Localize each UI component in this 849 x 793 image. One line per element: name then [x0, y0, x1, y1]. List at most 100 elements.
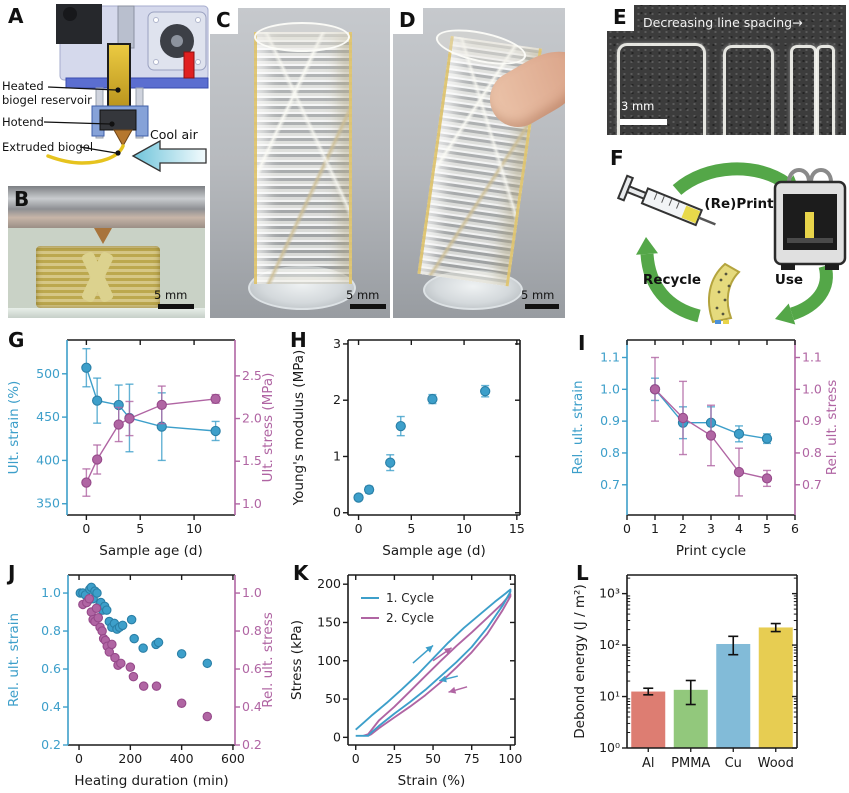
svg-text:Heating duration (min): Heating duration (min) [74, 773, 228, 789]
panel-a: Heated biogel reservoir Hotend Extruded … [0, 0, 215, 185]
svg-text:0: 0 [333, 729, 341, 744]
svg-text:Sample age (d): Sample age (d) [382, 543, 485, 559]
chart-rel-strain-stress-vs-print-cycle: I 0 1 2 3 4 5 6 0.7 0.8 0.9 1.0 1.1 0.7 0.8 0.9 1.0 1.1 P… [566, 325, 849, 560]
svg-text:5: 5 [407, 521, 415, 536]
chart-rel-strain-stress-vs-heating: J 0 200 400 600 0.2 0.4 0.6 0.8 1.0 0.2 0.4 0.6 0.8 1… [0, 560, 283, 793]
caption-text: Decreasing line spacing [643, 15, 793, 30]
svg-text:0.9: 0.9 [802, 413, 822, 428]
panel-letter-d: D [393, 8, 423, 34]
use-arrow-icon [789, 264, 833, 321]
svg-text:1: 1 [651, 521, 659, 536]
svg-text:5: 5 [136, 521, 144, 536]
panel-letter-f: F [610, 146, 624, 170]
svg-text:10: 10 [186, 521, 202, 536]
svg-text:350: 350 [36, 496, 60, 511]
cycle-arrows [640, 162, 833, 323]
svg-text:Rel. ult. strain: Rel. ult. strain [6, 613, 22, 707]
panel-letter-k: K [293, 561, 309, 585]
svg-text:5: 5 [763, 521, 771, 536]
chart-stress-strain-cycles: K 0 25 50 75 100 0 50 100 150 200 Strain (%) Stress… [283, 560, 566, 793]
panel-letter-a: A [8, 4, 24, 28]
label-reprint: (Re)Print [704, 196, 774, 212]
printer-gantry-photo [8, 186, 205, 228]
svg-text:1.1: 1.1 [600, 350, 620, 365]
svg-text:0.2: 0.2 [41, 737, 61, 752]
svg-text:10²: 10² [599, 637, 620, 652]
svg-text:2. Cycle: 2. Cycle [386, 611, 434, 625]
panel-letter-e: E [607, 5, 634, 31]
cool-air-arrow-icon [131, 139, 207, 173]
svg-text:Ult. strain (%): Ult. strain (%) [6, 381, 22, 475]
printed-line-u4 [816, 45, 835, 135]
right-arrow-icon: → [792, 15, 803, 30]
panel-letter-j: J [8, 561, 16, 585]
panel-d: 5 mm D [393, 8, 565, 318]
svg-text:0: 0 [333, 505, 341, 520]
svg-text:10¹: 10¹ [599, 689, 620, 704]
label-use: Use [774, 272, 804, 288]
biogel-reservoir-icon [107, 43, 131, 111]
panel-letter-b: B [14, 187, 30, 211]
panel-f: (Re)Print Recycle Use F [607, 148, 849, 325]
svg-text:50: 50 [425, 751, 441, 766]
svg-text:1.0: 1.0 [242, 496, 262, 511]
svg-text:500: 500 [36, 366, 60, 381]
svg-text:3: 3 [707, 521, 715, 536]
panel-b: 5 mm B [8, 186, 205, 318]
svg-text:10³: 10³ [599, 586, 620, 601]
svg-text:75: 75 [464, 751, 480, 766]
svg-text:0: 0 [82, 521, 90, 536]
label-hotend: Hotend [2, 115, 44, 129]
scale-bar [620, 119, 667, 125]
svg-text:1.0: 1.0 [242, 585, 262, 600]
leader-dot [115, 87, 121, 93]
svg-text:2: 2 [333, 392, 341, 407]
svg-text:0.7: 0.7 [600, 477, 620, 492]
svg-text:Rel. ult. strain: Rel. ult. strain [570, 380, 586, 474]
svg-text:4: 4 [735, 521, 743, 536]
svg-text:600: 600 [221, 751, 245, 766]
printer-body [56, 4, 209, 139]
scale-bar-label: 5 mm [521, 288, 555, 302]
printed-slab [36, 246, 160, 308]
svg-text:0: 0 [355, 521, 363, 536]
svg-text:Rel. ult. stress: Rel. ult. stress [824, 380, 840, 476]
svg-text:1: 1 [333, 448, 341, 463]
svg-text:100: 100 [317, 653, 341, 668]
svg-text:1.1: 1.1 [802, 350, 822, 365]
recycle-cycle-diagram [616, 162, 847, 325]
nozzle-icon [113, 129, 133, 148]
panel-letter-l: L [576, 561, 589, 585]
panel-letter-i: I [578, 331, 586, 355]
svg-text:0: 0 [75, 751, 83, 766]
svg-text:1.0: 1.0 [600, 381, 620, 396]
svg-text:1.5: 1.5 [242, 453, 262, 468]
label-recycle: Recycle [642, 272, 702, 288]
chart-ult-strain-stress-vs-age: G 0 5 10 350 400 450 500 1.0 1.5 2.0 2.5 Sample age… [0, 325, 283, 560]
svg-text:15: 15 [509, 521, 525, 536]
panel-e: Decreasing line spacing→ 3 mm E [607, 5, 846, 135]
scale-bar-label: 5 mm [154, 288, 188, 302]
printed-line-u3 [790, 45, 817, 135]
svg-text:25: 25 [386, 751, 402, 766]
leader-lines [43, 86, 117, 154]
label-extruded: Extruded biogel [2, 140, 93, 154]
printed-vase [254, 32, 352, 284]
svg-text:Strain (%): Strain (%) [398, 773, 466, 789]
svg-text:0.6: 0.6 [242, 661, 262, 676]
svg-text:3: 3 [333, 336, 341, 351]
svg-text:450: 450 [36, 409, 60, 424]
scale-bar [525, 304, 559, 309]
label-heated-1: Heated [2, 79, 44, 93]
svg-text:0.6: 0.6 [41, 661, 61, 676]
svg-text:1.0: 1.0 [41, 585, 61, 600]
svg-text:Print cycle: Print cycle [676, 543, 746, 559]
nozzle-photo [94, 228, 112, 244]
svg-text:400: 400 [170, 751, 194, 766]
svg-text:200: 200 [317, 576, 341, 591]
svg-text:Debond energy (J / m²): Debond energy (J / m²) [572, 584, 588, 739]
svg-text:Young's modulus (MPa): Young's modulus (MPa) [291, 350, 307, 507]
svg-text:Rel. ult. stress: Rel. ult. stress [260, 612, 276, 708]
panel-letter-c: C [210, 8, 238, 34]
